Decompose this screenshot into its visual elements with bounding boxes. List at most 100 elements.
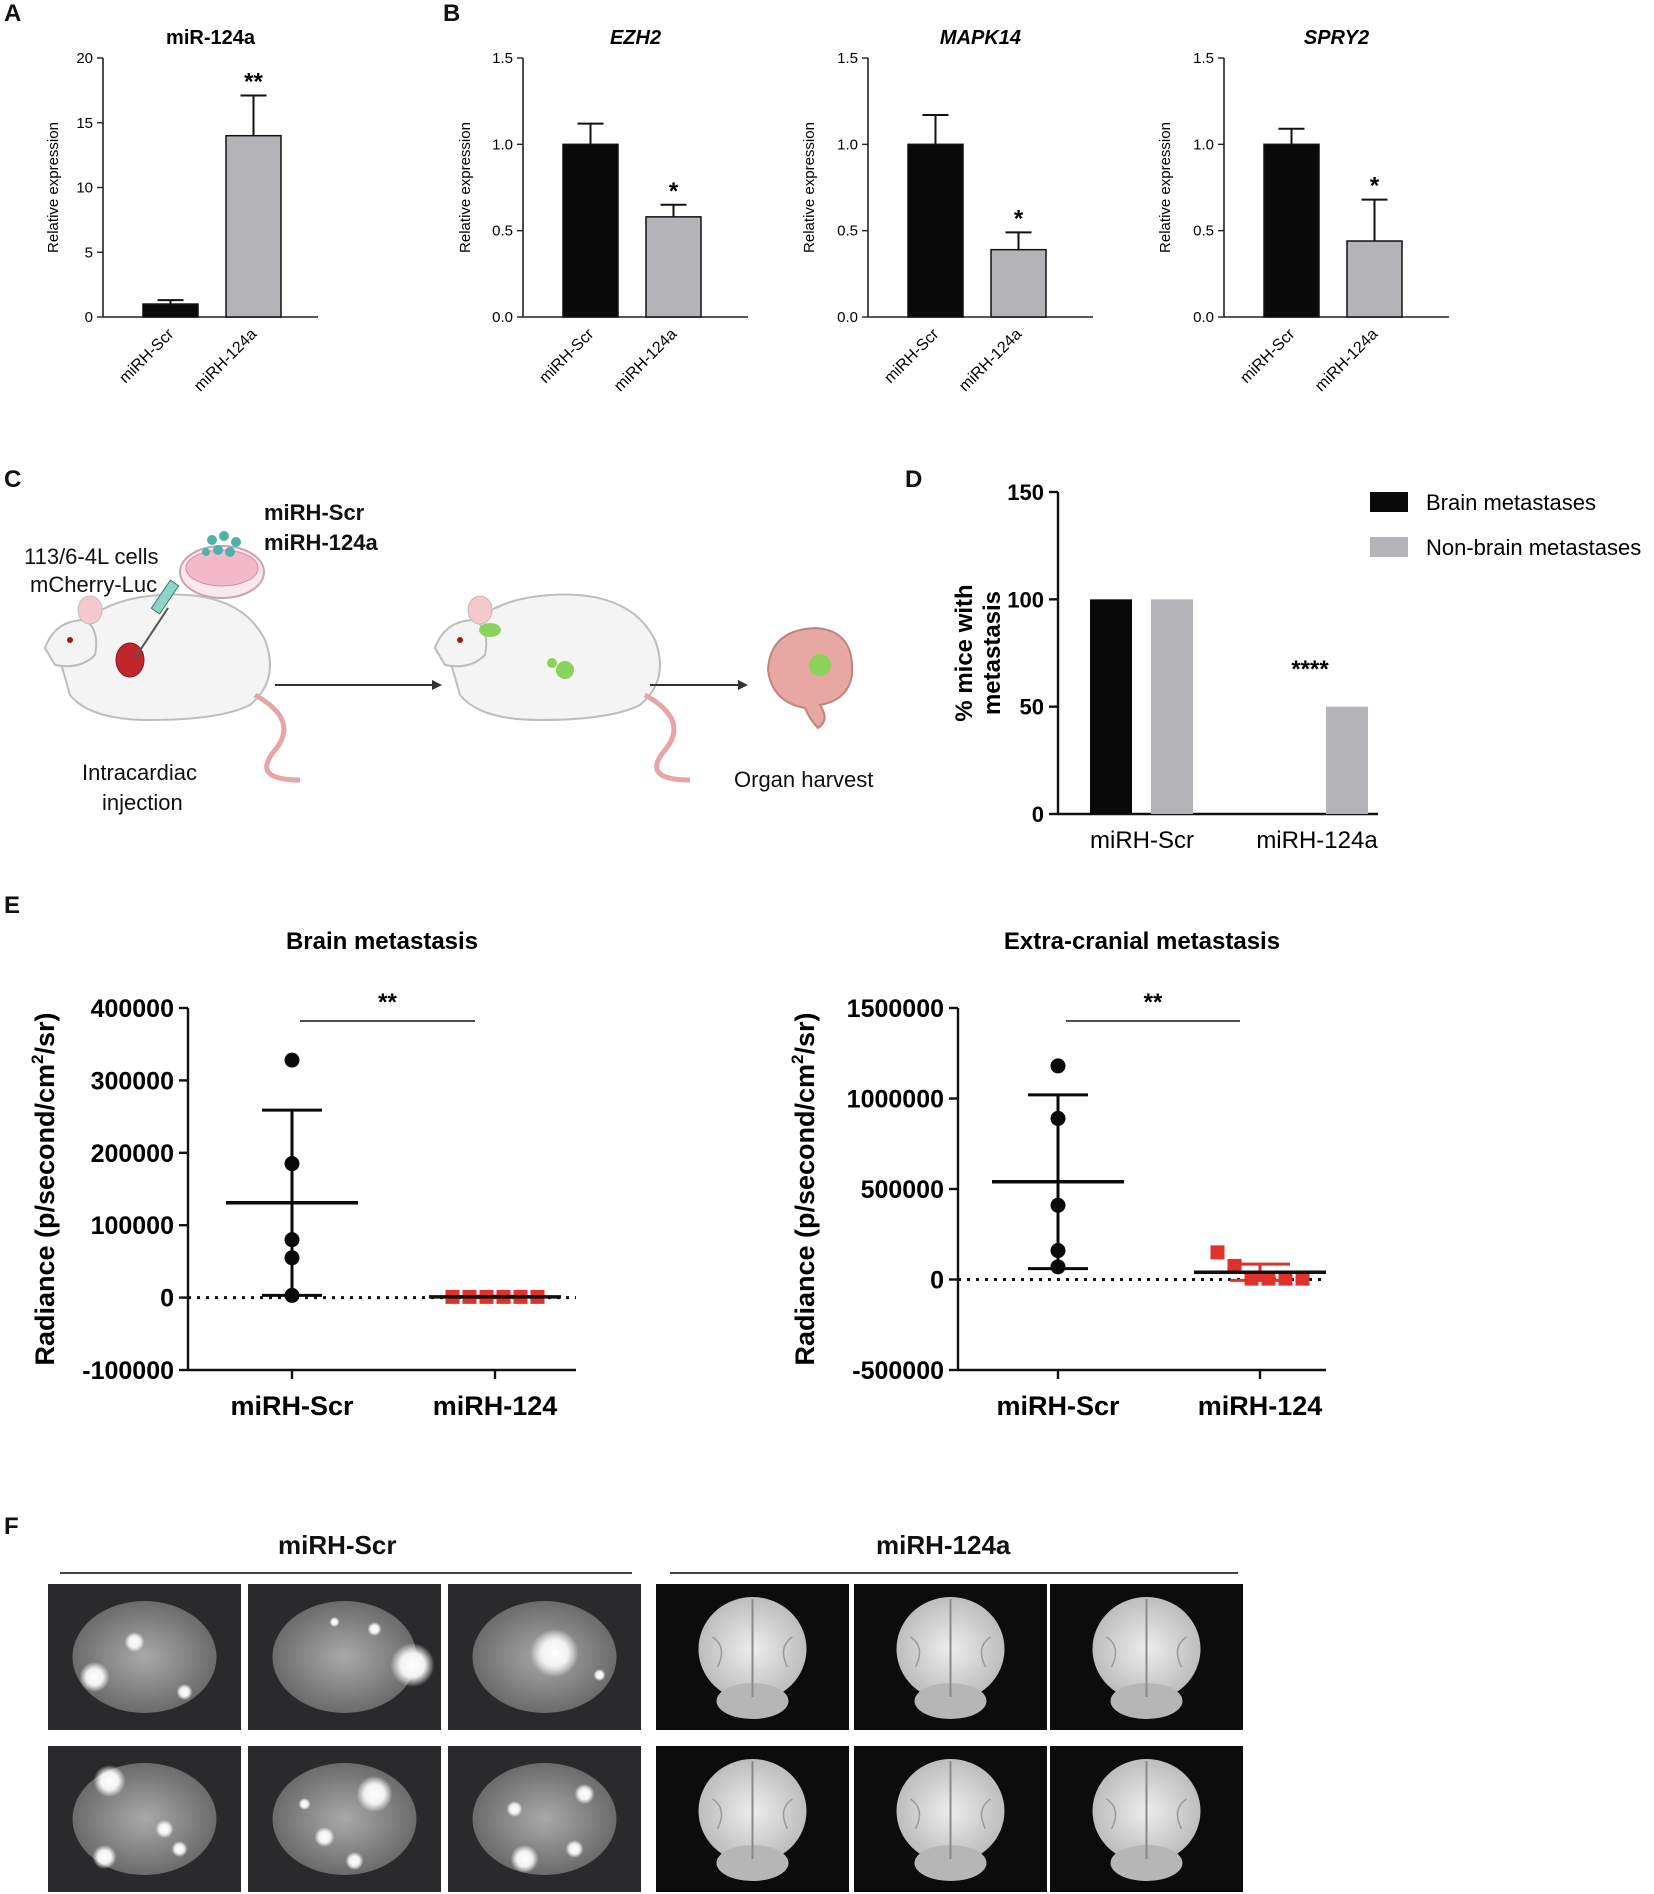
step-label-injection-line1: Intracardiac [82, 760, 197, 785]
y-tick-label: 1.0 [1193, 136, 1214, 153]
bar [645, 216, 702, 318]
y-tick-label: 1.5 [837, 50, 858, 67]
x-tick-label: miRH-124a [1256, 827, 1378, 854]
tumor-signal [92, 1845, 117, 1869]
bar [990, 248, 1047, 318]
y-axis-label: Radiance (p/second/cm2/sr) [30, 1012, 60, 1365]
step-label-injection-line2: injection [102, 790, 183, 815]
vessel-lines [712, 1798, 793, 1830]
schematic-panel: 113/6-4L cells mCherry-Luc miRH-Scr miRH… [0, 480, 900, 840]
vessel-lines [712, 1636, 793, 1668]
schematic-drawing [43, 531, 854, 783]
y-tick-label: 0 [160, 1285, 174, 1313]
brain-shape [72, 1601, 217, 1713]
y-tick-label: 1.5 [492, 50, 513, 67]
group-divider-line [60, 1572, 632, 1574]
syringe-icon [134, 579, 180, 659]
tumor-signal [345, 1852, 364, 1870]
mouse-icon [433, 593, 691, 783]
y-tick-label: 5 [85, 244, 93, 261]
cerebellum-shape [716, 1845, 789, 1881]
significance-label: ** [1144, 989, 1163, 1016]
y-tick-label: 10 [76, 180, 93, 197]
chart-title: SPRY2 [1304, 27, 1369, 49]
bar-chart-spry2: SPRY2 0.0 0.5 1.0 1.5 Relative expression miRH… [1157, 27, 1449, 395]
legend-label: Brain metastases [1426, 490, 1596, 515]
data-point [1050, 1058, 1066, 1074]
cerebellum-shape [914, 1845, 987, 1881]
tumor-signal [314, 1827, 335, 1847]
cells-label-line1: 113/6-4L cells [24, 544, 159, 569]
tumor-signal [510, 1845, 539, 1873]
tumor-signal [356, 1776, 393, 1812]
y-tick-label: 200000 [91, 1140, 174, 1168]
data-point [1278, 1271, 1293, 1286]
panel-letter-a: A [4, 0, 22, 27]
chart-title: MAPK14 [940, 27, 1021, 49]
y-tick-label: 1.0 [492, 136, 513, 153]
x-tick-label: miRH-Scr [1237, 325, 1299, 387]
x-tick-label: miRH-124a [956, 326, 1025, 395]
step-label-harvest: Organ harvest [734, 767, 874, 792]
panel-letter-b: B [443, 0, 461, 27]
panel-letter-f: F [4, 1513, 19, 1540]
tumor-signal [530, 1629, 579, 1677]
group-label-124a: miRH-124a [264, 530, 378, 555]
legend-swatch [1370, 537, 1408, 557]
legend-label: Non-brain metastases [1426, 535, 1641, 560]
tumor-signal [593, 1669, 606, 1681]
y-tick-label: 400000 [91, 995, 174, 1023]
y-tick-label: 1.0 [837, 136, 858, 153]
bar [142, 303, 199, 318]
x-tick-label: miRH-Scr [996, 1391, 1120, 1421]
tumor-signal [298, 1798, 311, 1810]
bar [1263, 143, 1320, 318]
brain-shape [472, 1763, 617, 1875]
arrow-icon [650, 680, 748, 690]
brain-photo-grid [48, 1584, 1243, 1892]
cerebellum-shape [914, 1683, 987, 1719]
y-axis-label: Radiance (p/second/cm2/sr) [790, 1012, 820, 1365]
group-divider-line [670, 1572, 1238, 1574]
tumor-signal [171, 1841, 188, 1857]
legend-swatch [1370, 492, 1408, 512]
y-tick-label: 0.5 [837, 223, 858, 240]
y-axis-label: Relative expression [801, 122, 818, 253]
y-tick-label: 50 [1020, 695, 1044, 720]
significance-label: * [669, 178, 679, 205]
panel-letter-d: D [905, 466, 923, 493]
y-axis-label-line2: metastasis [979, 591, 1006, 715]
y-tick-label: -100000 [82, 1357, 174, 1385]
y-tick-label: 0 [85, 309, 93, 326]
bar [1346, 240, 1403, 318]
tumor-signal [390, 1643, 435, 1687]
cerebellum-shape [716, 1683, 789, 1719]
vessel-lines [1106, 1798, 1187, 1830]
y-tick-label: 500000 [861, 1176, 944, 1204]
y-tick-label: 0.5 [492, 223, 513, 240]
bar-chart-metastasis-percent: 0 50 100 150 % mice with metastasis miRH-Scr mi… [951, 480, 1641, 854]
y-tick-label: 0.5 [1193, 223, 1214, 240]
x-tick-label: miRH-124a [611, 326, 680, 395]
data-point [284, 1052, 300, 1068]
x-tick-label: miRH-124a [1312, 326, 1381, 395]
photo-group-label-124a: miRH-124a [876, 1530, 1011, 1560]
mouse-icon [43, 593, 301, 783]
significance-label: **** [1291, 656, 1329, 683]
bar-chart-mir124a: miR-124a 0 5 10 15 20 Relative expression miRH-… [45, 27, 318, 395]
tumor-signal [506, 1801, 523, 1817]
tumor-signal [574, 1784, 595, 1804]
x-tick-label: miRH-Scr [230, 1391, 354, 1421]
bar-chart-mapk14: MAPK14 0.0 0.5 1.0 1.5 Relative expression miR… [801, 27, 1093, 395]
significance-label: ** [378, 989, 397, 1016]
y-tick-label: 100 [1007, 587, 1044, 612]
bar [562, 143, 619, 318]
y-axis-label: Relative expression [1157, 122, 1174, 253]
scatter-chart-brain: Brain metastasis -100000 0 100000 200000 3000… [30, 928, 576, 1421]
bar [225, 134, 282, 318]
data-point [1261, 1271, 1276, 1286]
tumor-signal [176, 1684, 193, 1700]
bar [1090, 599, 1132, 814]
y-tick-label: 0.0 [837, 309, 858, 326]
tumor-signal [565, 1840, 584, 1858]
